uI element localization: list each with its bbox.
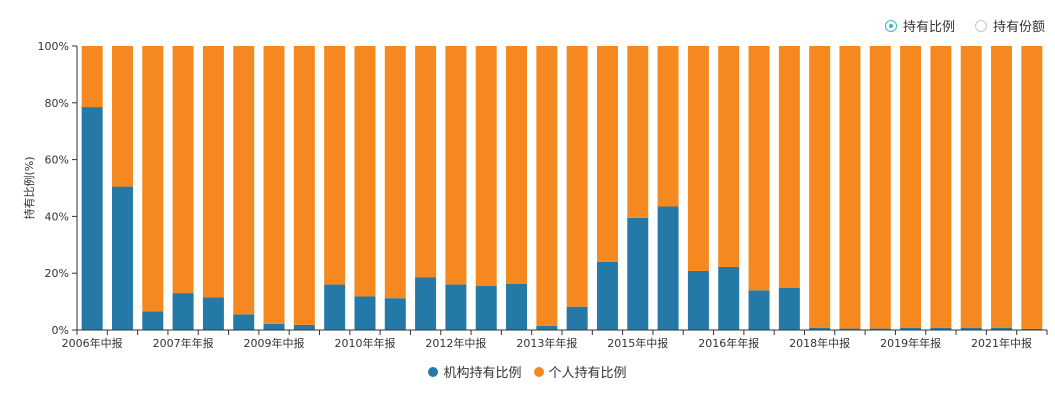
bar-institution (566, 306, 588, 330)
bar-individual (263, 46, 285, 324)
bar-institution (596, 261, 618, 330)
bar-institution (991, 327, 1013, 330)
bar-institution (445, 284, 467, 330)
bar-individual (142, 46, 164, 312)
bar-institution (202, 297, 224, 330)
bar-individual (960, 46, 982, 328)
bar-individual (627, 46, 649, 218)
bar-institution (324, 284, 346, 330)
bar-institution (263, 323, 285, 330)
y-tick-label: 60% (45, 154, 69, 167)
toggle-holding-shares-label: 持有份额 (992, 20, 1045, 35)
legend-label-institution: 机构持有比例 (443, 366, 522, 381)
bar-institution (718, 266, 740, 330)
bar-individual (445, 46, 467, 285)
bar-institution (111, 186, 133, 330)
x-tick-label: 2007年年报 (153, 336, 214, 350)
x-tick-label: 2015年中报 (607, 336, 668, 350)
radio-selected-icon (884, 19, 897, 32)
bar-individual (687, 46, 709, 271)
legend-dot-institution (428, 366, 439, 377)
bar-institution (506, 283, 528, 330)
toggle-holding-ratio-label: 持有比例 (902, 20, 955, 35)
bar-individual (869, 46, 891, 329)
bar-institution (748, 290, 770, 330)
bar-individual (596, 46, 618, 262)
y-axis-title: 持有比例(%) (22, 156, 36, 219)
bar-individual (415, 46, 437, 278)
x-tick-label: 2010年年报 (334, 336, 395, 350)
toggle-holding-shares[interactable]: 持有份额 (974, 16, 1045, 35)
bar-institution (293, 324, 315, 330)
bar-individual (172, 46, 194, 294)
bar-individual (111, 46, 133, 187)
bar-individual (536, 46, 558, 326)
view-toggle-group: 持有比例 持有份额 (884, 16, 1045, 35)
bar-individual (809, 46, 831, 328)
bar-individual (233, 46, 255, 315)
bar-institution (475, 285, 497, 330)
bar-individual (475, 46, 497, 286)
bar-individual (384, 46, 406, 299)
bar-individual (900, 46, 922, 328)
bar-institution (809, 327, 831, 330)
bar-institution (839, 328, 861, 330)
bar-individual (354, 46, 376, 297)
x-tick-label: 2009年中报 (244, 336, 305, 350)
x-tick-label: 2021年中报 (971, 336, 1032, 350)
bar-individual (839, 46, 861, 329)
y-tick-label: 40% (45, 210, 69, 223)
legend-item-institution[interactable]: 机构持有比例 (428, 362, 522, 381)
x-tick-label: 2006年中报 (62, 336, 123, 350)
x-tick-label: 2012年中报 (425, 336, 486, 350)
bar-institution (415, 277, 437, 330)
bar-institution (960, 327, 982, 330)
bar-institution (900, 327, 922, 330)
toggle-holding-ratio[interactable]: 持有比例 (884, 16, 955, 35)
bar-individual (506, 46, 528, 284)
bar-institution (81, 107, 103, 330)
bar-individual (324, 46, 346, 285)
bar-individual (657, 46, 679, 207)
bar-individual (748, 46, 770, 291)
bar-individual (566, 46, 588, 307)
legend-label-individual: 个人持有比例 (548, 366, 627, 381)
x-tick-label: 2013年年报 (516, 336, 577, 350)
bar-individual (81, 46, 103, 108)
bar-individual (778, 46, 800, 288)
bar-institution (142, 311, 164, 330)
bar-individual (930, 46, 952, 328)
legend-item-individual[interactable]: 个人持有比例 (533, 362, 627, 381)
y-tick-label: 100% (38, 40, 69, 53)
y-tick-label: 20% (45, 267, 69, 280)
bar-institution (233, 314, 255, 330)
bar-individual (1021, 46, 1043, 329)
x-tick-label: 2019年年报 (880, 336, 941, 350)
bar-institution (354, 296, 376, 330)
bar-institution (930, 327, 952, 330)
bar-institution (869, 328, 891, 330)
x-tick-label: 2016年年报 (698, 336, 759, 350)
bar-individual (718, 46, 740, 267)
stacked-bar-chart: 0% 20% 40% 60% 80% 100% 持有比例(%) 2006年中报 2007年年报 2… (22, 40, 1048, 350)
bar-institution (657, 206, 679, 330)
bar-institution (778, 287, 800, 330)
y-tick-label: 0% (52, 324, 69, 337)
bar-institution (687, 270, 709, 330)
bar-institution (384, 298, 406, 330)
legend-dot-individual (533, 366, 544, 377)
bar-individual (991, 46, 1013, 328)
radio-unselected-icon (974, 19, 987, 32)
bar-institution (536, 325, 558, 330)
x-tick-label: 2018年中报 (789, 336, 850, 350)
bar-individual (202, 46, 224, 298)
chart-legend: 机构持有比例 个人持有比例 (0, 362, 1055, 381)
bar-institution (627, 217, 649, 330)
bar-institution (1021, 328, 1043, 330)
bar-institution (172, 293, 194, 330)
y-tick-label: 80% (45, 97, 69, 110)
bar-individual (293, 46, 315, 325)
